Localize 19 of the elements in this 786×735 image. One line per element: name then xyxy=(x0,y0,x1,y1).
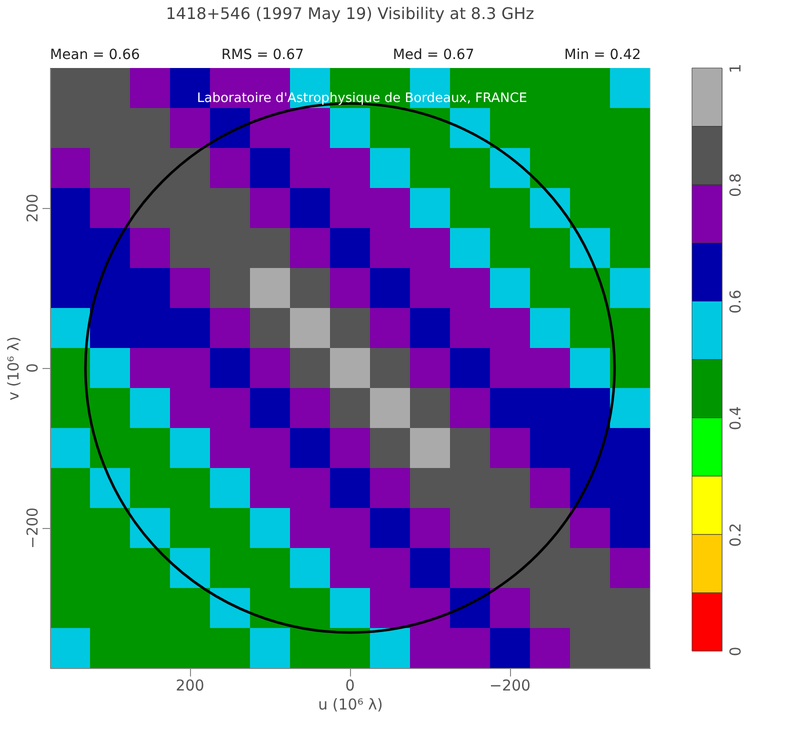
color-bar-label: 0 xyxy=(726,646,744,656)
y-axis-title: v (10⁶ λ) xyxy=(4,336,22,401)
text: Mean = 0.66 xyxy=(50,47,140,63)
color-bar-label: 0.8 xyxy=(726,173,744,198)
text: RMS = 0.67 xyxy=(221,47,304,63)
color-bar-label: 0.6 xyxy=(726,290,744,314)
text: Med = 0.67 xyxy=(392,47,474,63)
y-tick-label: −200 xyxy=(24,507,42,549)
text: Min = 0.42 xyxy=(564,47,641,63)
color-bar-label: 0.2 xyxy=(726,522,744,547)
x-tick-label: 200 xyxy=(176,676,204,694)
chart-title: 1418+546 (1997 May 19) Visibility at 8.3 GHz xyxy=(166,4,534,23)
y-tick-label: 200 xyxy=(24,194,42,222)
color-bar-label: 1 xyxy=(726,64,744,74)
x-tick-label: 0 xyxy=(345,676,355,694)
color-bar-label: 0.4 xyxy=(726,406,744,430)
x-axis-title: u (10⁶ λ) xyxy=(318,696,383,714)
y-tick-label: 0 xyxy=(24,363,42,373)
x-tick-label: −200 xyxy=(489,676,531,694)
